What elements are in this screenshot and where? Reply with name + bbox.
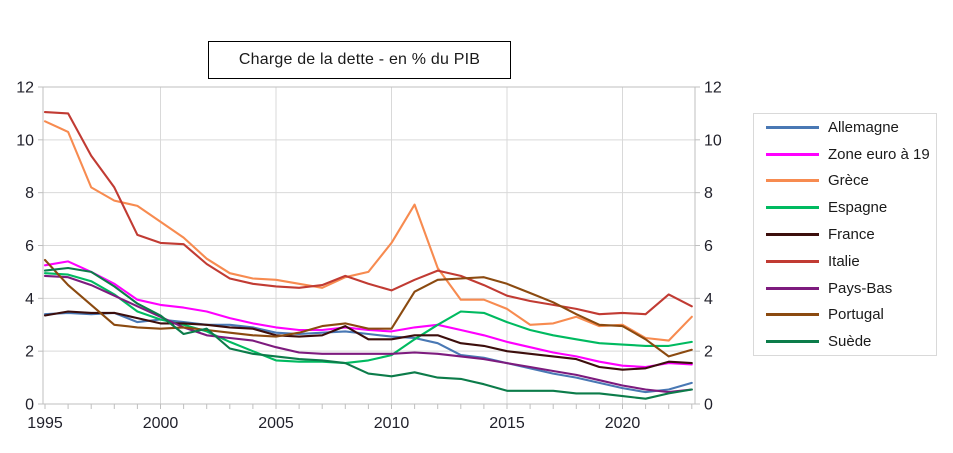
legend-label: Grèce (828, 172, 869, 190)
legend-label: Zone euro à 19 (828, 145, 930, 163)
y-axis-label-right: 8 (704, 185, 713, 202)
legend-label: France (828, 226, 875, 243)
series-line-zone-euro-19 (43, 260, 693, 369)
legend-swatch-line (766, 179, 819, 183)
y-axis-label-right: 4 (704, 291, 713, 308)
y-axis-label-left: 8 (25, 185, 34, 202)
y-axis-label-right: 10 (704, 132, 722, 149)
legend-item-france: France (754, 221, 936, 248)
y-axis-label-left: 6 (25, 238, 34, 255)
series-line-pays-bas (43, 274, 693, 394)
legend-swatch-line (766, 206, 819, 210)
chart-title: Charge de la dette - en % du PIB (208, 41, 511, 79)
legend-item-grece: Grèce (754, 168, 936, 195)
legend-swatch-line (766, 340, 819, 344)
x-axis-label: 2000 (143, 415, 179, 432)
y-axis-label-right: 12 (704, 80, 722, 97)
legend: Allemagne Zone euro à 19 Grèce Espagne F… (753, 113, 937, 356)
legend-label: Espagne (828, 199, 888, 217)
legend-swatch-line (766, 152, 819, 156)
legend-swatch-line (766, 233, 819, 236)
y-axis-label-right: 2 (704, 344, 713, 361)
legend-swatch-line (766, 313, 819, 317)
legend-label: Allemagne (828, 118, 899, 136)
legend-swatch-line (766, 125, 819, 129)
x-axis-label: 2010 (374, 415, 410, 432)
legend-item-zone-euro: Zone euro à 19 (754, 141, 936, 168)
x-axis-label: 2005 (258, 415, 294, 432)
series-line-allemagne (43, 311, 693, 394)
y-axis-label-left: 2 (25, 344, 34, 361)
legend-item-suede: Suède (754, 328, 936, 355)
y-axis-label-left: 0 (25, 397, 34, 414)
x-axis-label: 2015 (489, 415, 525, 432)
legend-item-portugal: Portugal (754, 301, 936, 328)
series-line-su-de (43, 266, 693, 400)
legend-swatch-line (766, 259, 819, 263)
y-axis-label-left: 10 (16, 132, 34, 149)
legend-label: Portugal (828, 306, 884, 324)
series-line-gr-ce (43, 120, 693, 342)
legend-item-espagne: Espagne (754, 194, 936, 221)
legend-swatch-line (766, 286, 819, 290)
x-axis-label: 2020 (605, 415, 641, 432)
series-line-espagne (43, 272, 693, 365)
legend-label: Suède (828, 333, 872, 351)
y-axis-label-right: 0 (704, 397, 713, 414)
legend-label: Pays-Bas (828, 279, 893, 297)
series-line-portugal (43, 258, 693, 358)
y-axis-label-left: 4 (25, 291, 34, 308)
legend-label: Italie (828, 252, 860, 270)
x-axis-label: 1995 (27, 415, 63, 432)
y-axis-label-right: 6 (704, 238, 713, 255)
series-line-france (43, 310, 693, 371)
legend-item-allemagne: Allemagne (754, 114, 936, 141)
series-line-italie (43, 111, 693, 316)
y-axis-label-left: 12 (16, 80, 34, 97)
legend-item-italie: Italie (754, 248, 936, 275)
legend-item-pays-bas: Pays-Bas (754, 275, 936, 302)
